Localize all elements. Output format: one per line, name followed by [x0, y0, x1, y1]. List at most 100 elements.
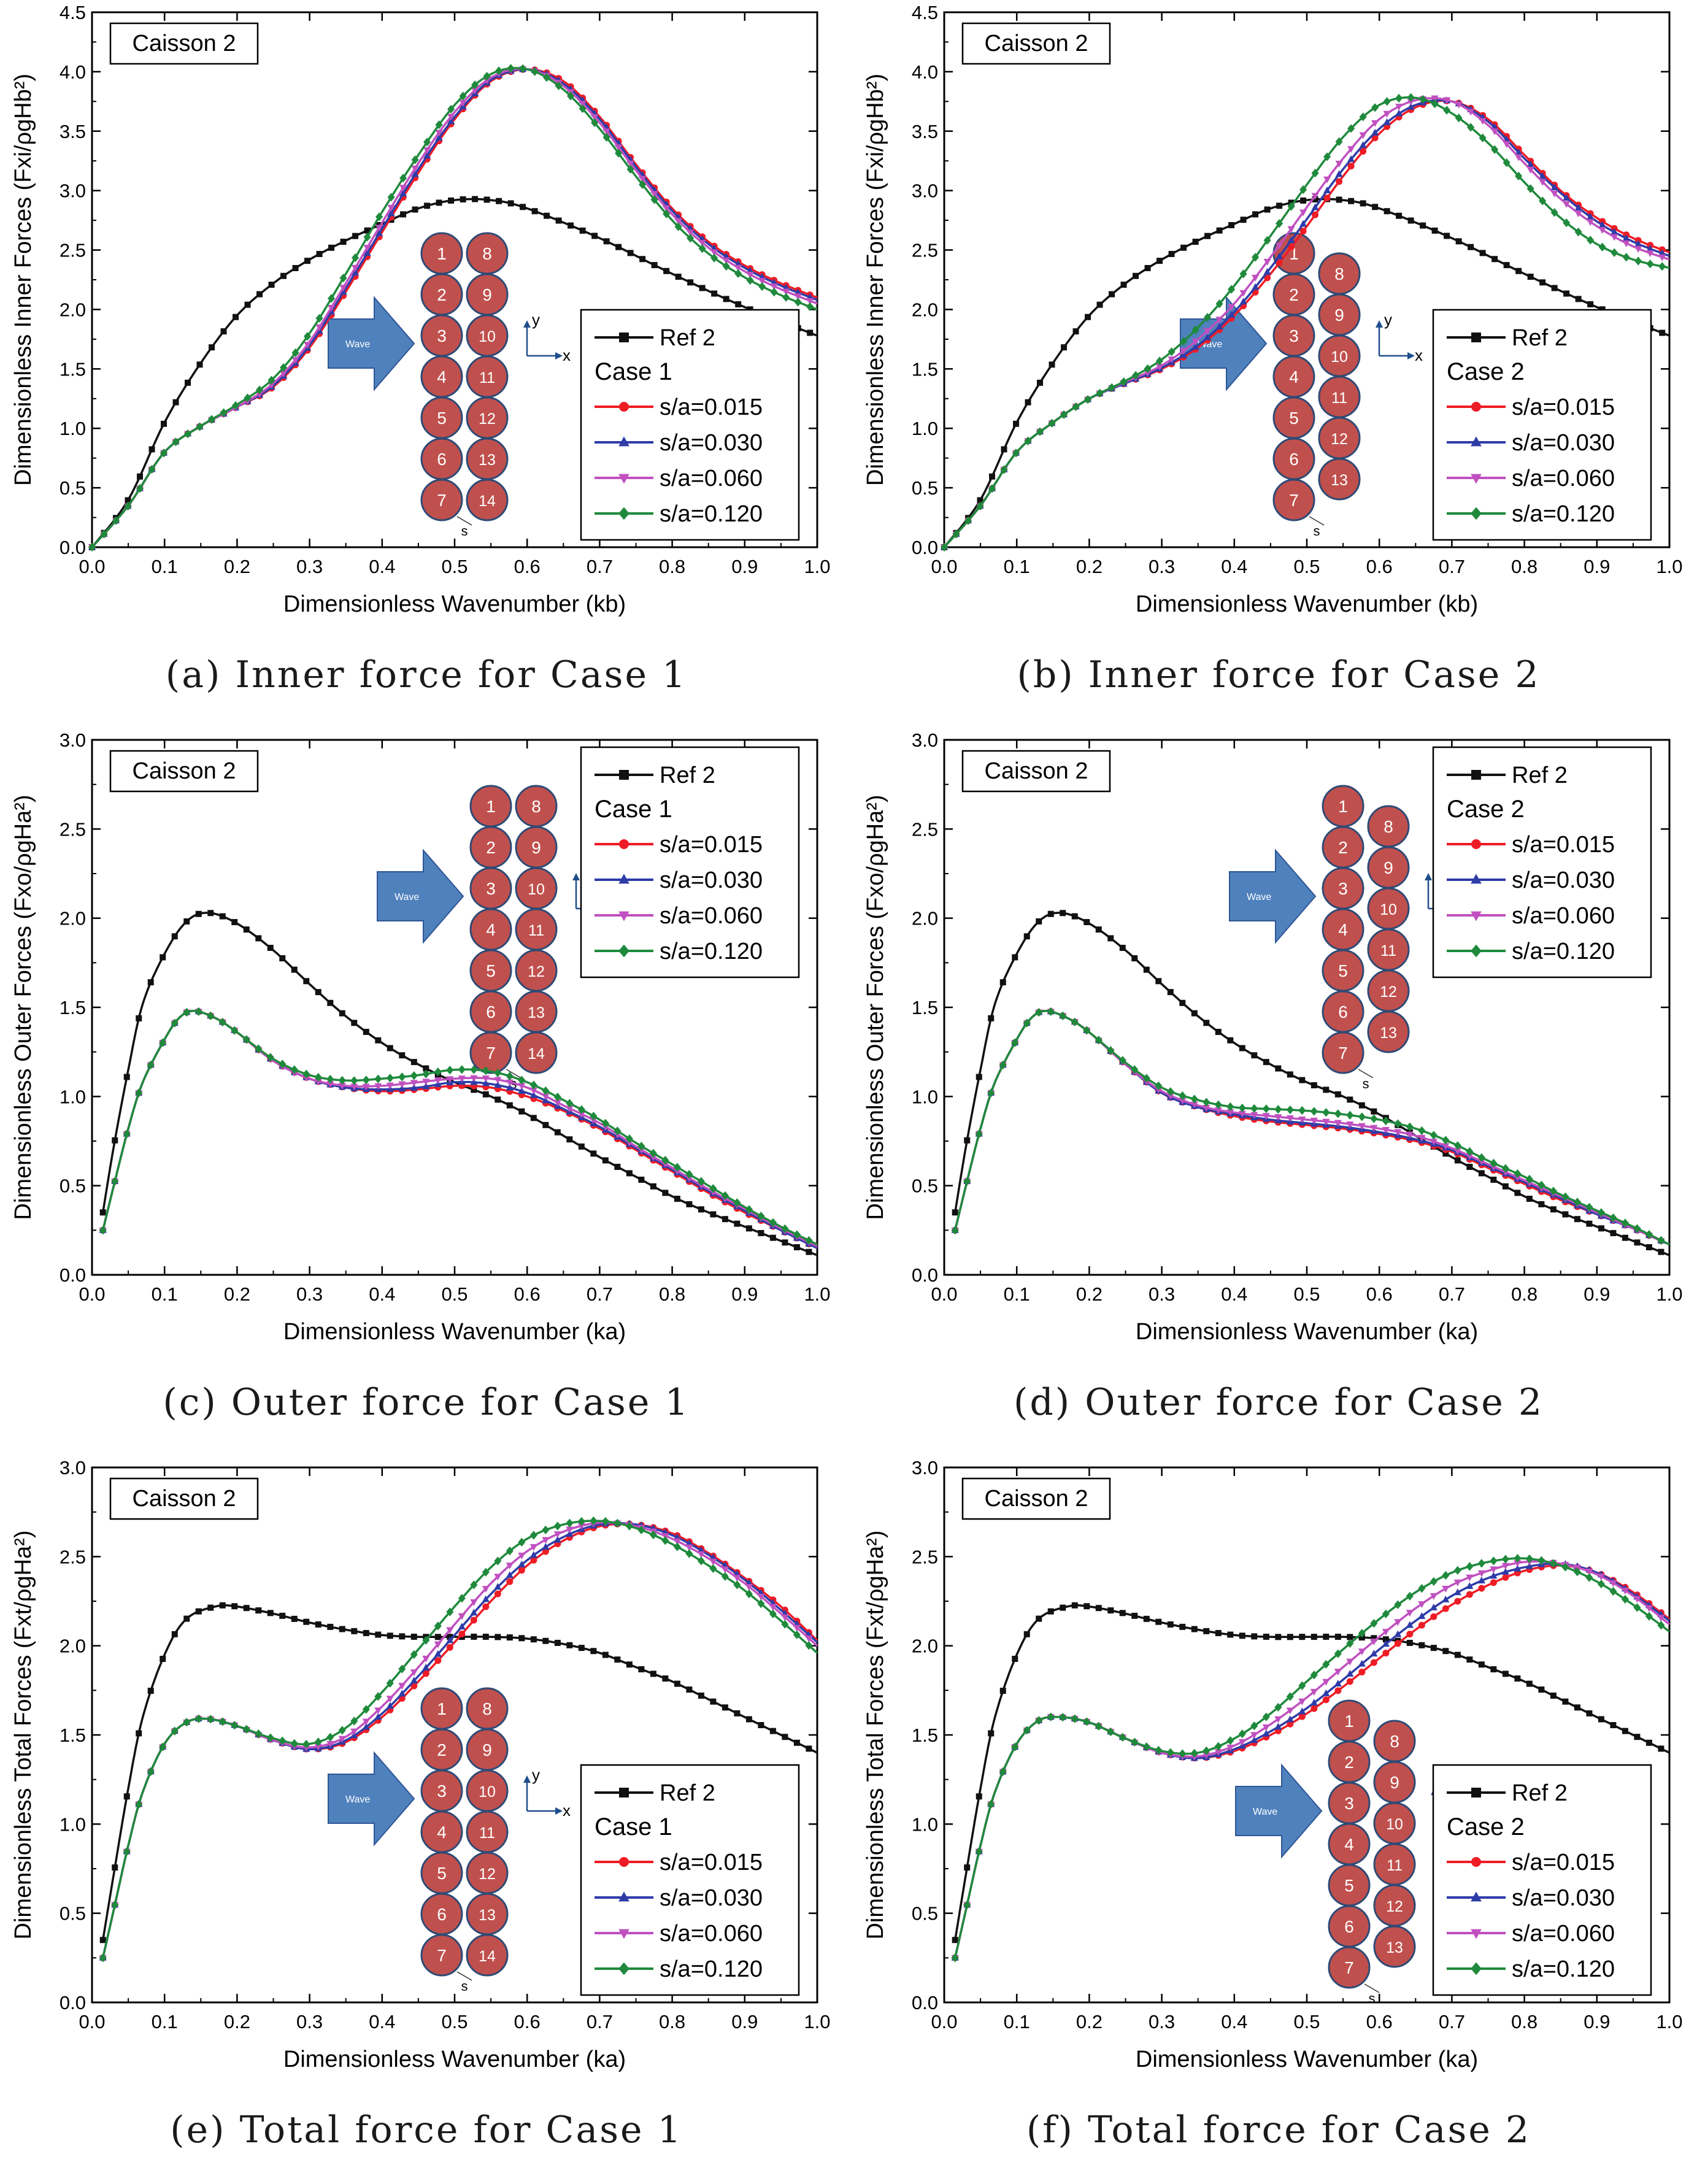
chart-b: 0.0 0.1 0.2 0.3 0.4 0.5 0.6 0.7 0.8 0.9 1.0 0.0 0.5 1…	[863, 2, 1683, 617]
x-tick-label: 0.8	[1511, 556, 1538, 577]
data-point	[471, 87, 479, 94]
data-point	[112, 1864, 118, 1871]
legend-label: s/a=0.060	[1512, 903, 1615, 929]
legend-group-label: Case 2	[1447, 358, 1525, 385]
data-point	[578, 1645, 585, 1651]
data-point	[434, 1650, 442, 1657]
data-point	[1468, 244, 1474, 250]
data-point	[1551, 285, 1558, 291]
data-point	[171, 1631, 178, 1637]
data-point	[1418, 1134, 1426, 1142]
x-tick-label: 0.4	[369, 556, 395, 577]
caption-f: (f) Total force for Case 2	[1026, 2109, 1531, 2151]
data-point	[806, 1745, 812, 1752]
data-point	[1228, 222, 1235, 229]
data-point	[339, 285, 347, 292]
data-point	[1012, 448, 1020, 458]
data-point	[661, 1156, 669, 1165]
data-point	[99, 1953, 107, 1963]
data-point	[1525, 1174, 1533, 1184]
data-point	[1155, 1745, 1163, 1755]
data-point	[207, 1011, 215, 1020]
caisson-number: 5	[486, 961, 496, 980]
data-point	[327, 999, 334, 1006]
data-point	[782, 1734, 788, 1740]
data-point	[350, 1083, 358, 1091]
caisson-number: 2	[437, 1740, 447, 1759]
data-point	[615, 148, 623, 158]
legend-marker	[1471, 1788, 1481, 1798]
data-point	[553, 1521, 561, 1531]
legend-marker	[1471, 944, 1482, 958]
data-point	[542, 1121, 549, 1128]
data-point	[136, 1015, 142, 1021]
data-point	[1395, 93, 1403, 103]
y-tick-label: 1.0	[60, 418, 86, 439]
data-point	[279, 371, 288, 378]
panel-d: 0.0 0.1 0.2 0.3 0.4 0.5 0.6 0.7 0.8 0.9 1.0 0.0 0.5 1…	[852, 728, 1705, 1456]
data-point	[1336, 178, 1343, 185]
data-point	[1083, 1717, 1091, 1726]
data-point	[1406, 1621, 1414, 1628]
data-point	[710, 249, 718, 256]
data-point	[1657, 1615, 1665, 1622]
title-frame	[961, 1477, 1111, 1520]
data-point	[975, 1129, 983, 1139]
data-point	[710, 1211, 717, 1218]
data-point	[1598, 221, 1606, 228]
data-point	[638, 1666, 645, 1672]
data-point	[1215, 1629, 1222, 1636]
data-point	[602, 128, 610, 136]
caisson-number: 11	[479, 369, 495, 386]
data-point	[363, 1629, 369, 1636]
data-point	[207, 1715, 215, 1724]
data-point	[625, 1134, 633, 1144]
caisson-number: 7	[437, 1946, 447, 1965]
caisson-number: 9	[1390, 1773, 1399, 1792]
x-axis-arrowhead	[555, 1807, 563, 1815]
data-point	[1466, 1656, 1473, 1663]
legend-label: s/a=0.120	[1512, 939, 1615, 964]
legend-label: s/a=0.015	[1512, 1850, 1615, 1875]
data-point	[446, 1636, 454, 1644]
data-point	[1550, 1206, 1557, 1213]
legend-label: s/a=0.120	[660, 501, 763, 527]
data-point	[398, 1690, 406, 1697]
data-point	[639, 180, 647, 190]
data-point	[1288, 244, 1295, 251]
y-tick-label: 3.0	[60, 180, 86, 202]
data-point	[196, 422, 204, 431]
caisson-number: 9	[1384, 858, 1393, 877]
data-point	[952, 1209, 958, 1216]
data-point	[482, 1091, 489, 1098]
x-tick-label: 0.0	[931, 1283, 957, 1305]
x-tick-label: 0.3	[1149, 1283, 1175, 1305]
data-point	[1646, 260, 1654, 269]
data-point	[1406, 1122, 1414, 1131]
data-point	[709, 1558, 717, 1566]
data-point	[1095, 1605, 1102, 1612]
data-point	[1358, 1669, 1366, 1676]
data-point	[471, 1086, 477, 1093]
x-tick-label: 0.6	[1366, 1283, 1393, 1305]
data-point	[1322, 1696, 1330, 1704]
data-point	[1323, 194, 1331, 202]
data-point	[410, 1059, 417, 1066]
caisson-number: 7	[437, 491, 447, 510]
data-point	[338, 1726, 346, 1735]
data-point	[543, 73, 551, 82]
data-point	[1334, 1091, 1341, 1098]
data-point	[988, 484, 996, 493]
gap-label: s	[461, 1978, 468, 1994]
data-point	[1203, 1628, 1210, 1634]
data-point	[1431, 99, 1439, 109]
data-point	[1036, 1615, 1042, 1622]
data-point	[494, 1590, 501, 1598]
data-point	[267, 945, 274, 952]
data-point	[387, 193, 395, 202]
data-point	[1610, 1229, 1617, 1236]
caisson-number: 6	[437, 1905, 447, 1924]
data-point	[1490, 1572, 1498, 1579]
data-point	[662, 1675, 669, 1682]
x-tick-label: 0.0	[79, 2011, 105, 2032]
